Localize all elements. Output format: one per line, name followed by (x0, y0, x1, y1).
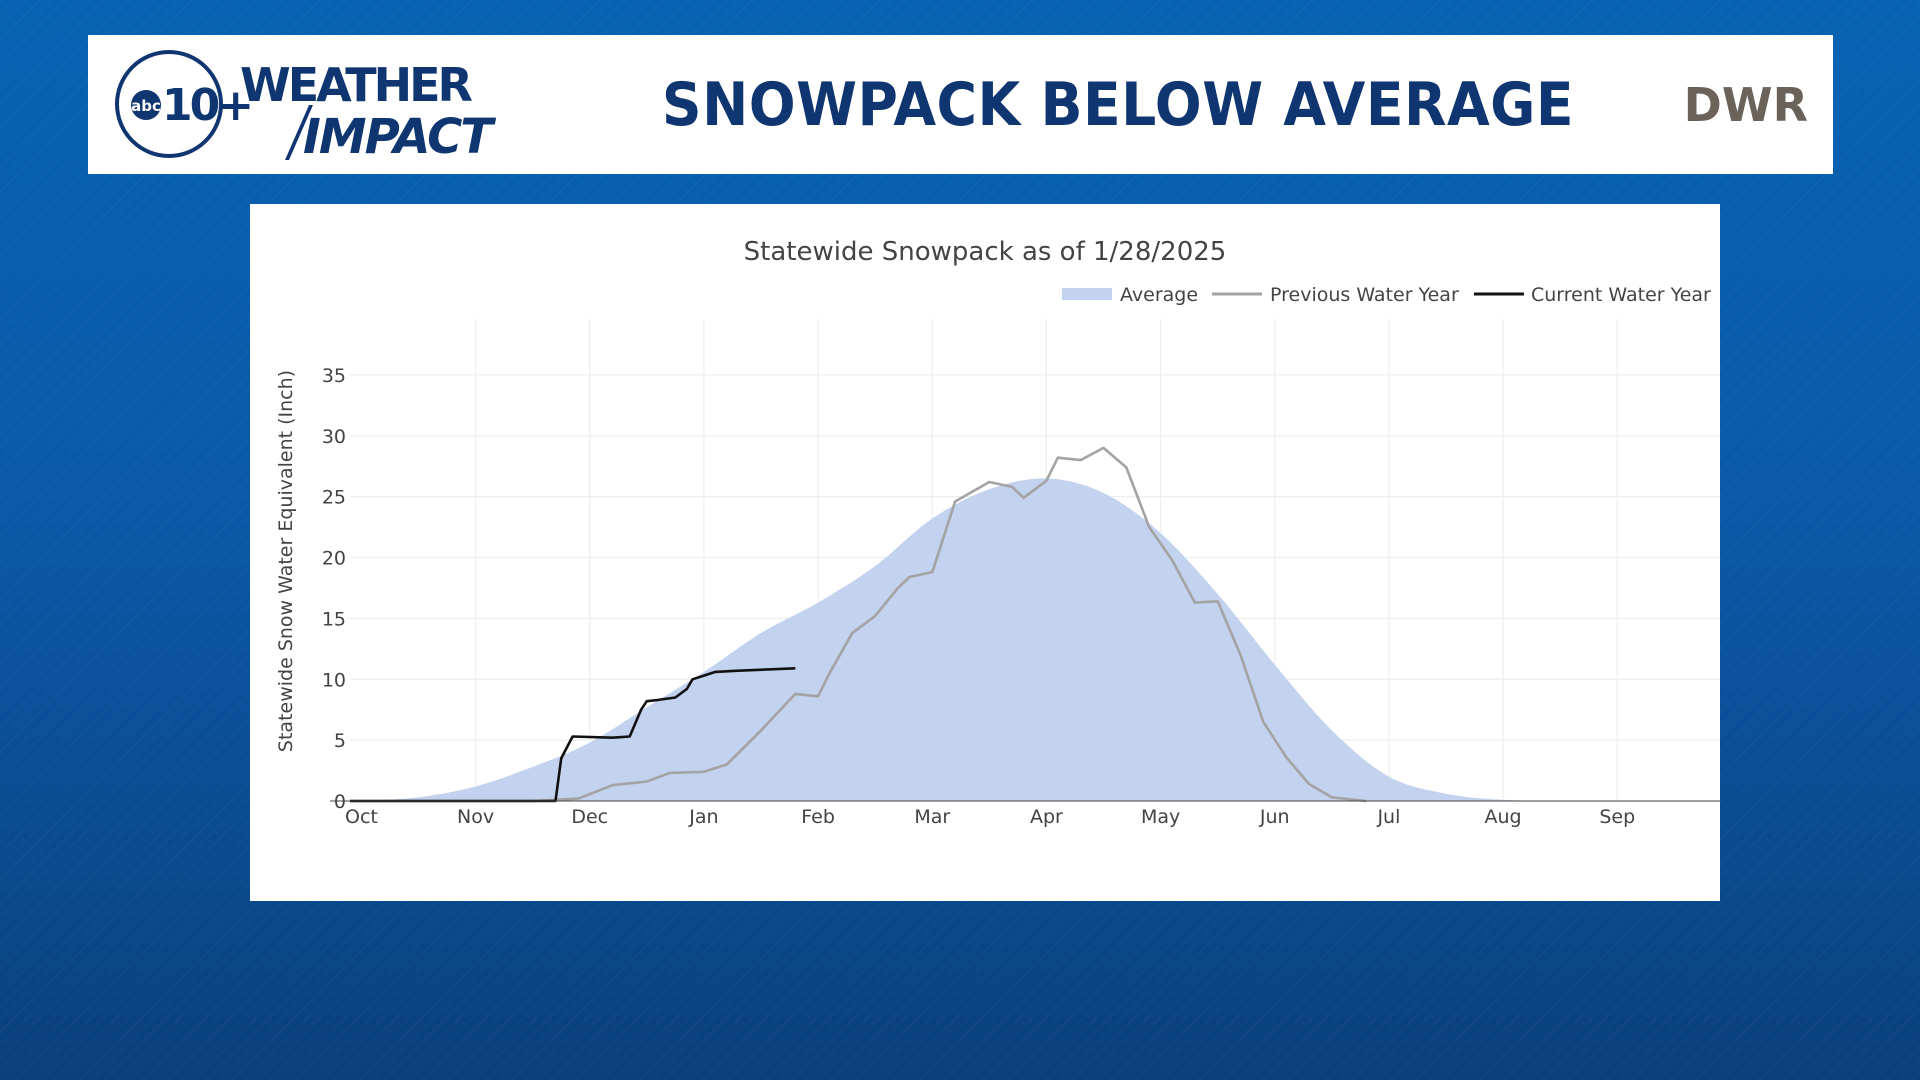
series-current-year-line (350, 667, 796, 803)
y-tick-label: 25 (322, 487, 346, 509)
series-previous-year-line (350, 446, 1367, 803)
logo-abc-text: abc (131, 97, 161, 115)
legend-average-swatch (1062, 288, 1112, 300)
y-tick-label: 30 (322, 426, 346, 448)
axes: 0 5 10 15 20 25 30 35 Oct Nov Dec Jan Feb Mar Apr May Ju… (322, 365, 1720, 828)
x-tick-label: Mar (914, 806, 950, 828)
station-logo: abc 10+ WEATHER IMPACT (115, 50, 498, 162)
x-tick-label: Apr (1030, 806, 1063, 828)
y-tick-label: 15 (322, 608, 346, 630)
y-tick-label: 35 (322, 365, 346, 387)
x-tick-label: Feb (801, 806, 835, 828)
x-tick-label: May (1141, 806, 1180, 828)
logo-ten-text: 10+ (162, 80, 251, 131)
average-area-layer (350, 478, 1720, 802)
x-tick-label: Dec (571, 806, 608, 828)
chart-title: Statewide Snowpack as of 1/28/2025 (744, 237, 1227, 267)
chart-panel: 0 5 10 15 20 25 30 35 Oct Nov Dec Jan Feb Mar Apr May Ju… (250, 204, 1720, 901)
logo-impact-text: IMPACT (303, 109, 496, 162)
x-tick-label: Sep (1599, 806, 1635, 828)
y-tick-label: 5 (334, 730, 346, 752)
x-tick-label: Jul (1376, 806, 1400, 828)
snowpack-chart: 0 5 10 15 20 25 30 35 Oct Nov Dec Jan Feb Mar Apr May Ju… (275, 237, 1720, 828)
y-tick-label: 20 (322, 548, 346, 570)
legend-average-label: Average (1120, 284, 1198, 306)
legend[interactable]: Average Previous Water Year Current Wate… (1062, 284, 1711, 306)
logo-slash-icon (285, 105, 313, 160)
line-layer (350, 446, 1367, 803)
logo-weather-text: WEATHER (240, 58, 472, 112)
x-tick-label: Oct (345, 806, 378, 828)
y-tick-label: 10 (322, 669, 346, 691)
headline: SNOWPACK BELOW AVERAGE (661, 69, 1575, 140)
x-tick-label: Jun (1259, 806, 1290, 828)
header-bar: abc 10+ WEATHER IMPACT SNOWPACK BELOW AV… (88, 35, 1833, 174)
series-average-area (350, 478, 1720, 802)
x-tick-label: Jan (688, 806, 718, 828)
y-axis-label: Statewide Snow Water Equivalent (Inch) (275, 370, 297, 752)
legend-previous-label: Previous Water Year (1270, 284, 1459, 306)
x-tick-label: Aug (1485, 806, 1522, 828)
legend-current-label: Current Water Year (1531, 284, 1711, 306)
y-tick-label: 0 (334, 791, 346, 813)
source-label: DWR (1683, 77, 1808, 132)
x-tick-label: Nov (457, 806, 494, 828)
abc-bug-icon (131, 90, 161, 120)
logo-ring-icon (115, 50, 223, 158)
